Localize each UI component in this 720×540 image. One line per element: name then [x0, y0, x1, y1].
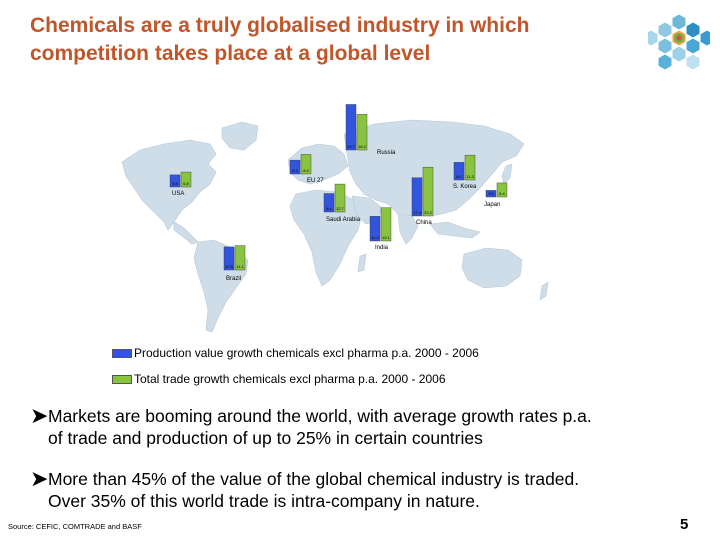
country-label-russia: Russia: [377, 150, 396, 156]
bullet-2-line-2: Over 35% of this world trade is intra-co…: [48, 491, 480, 511]
africa-shape: [289, 189, 363, 287]
bar-china-trade: [422, 166, 434, 217]
new-zealand-shape: [539, 281, 549, 301]
bar-s-korea-trade: [464, 154, 476, 181]
bullet-point-2: ➤ More than 45% of the value of the glob…: [30, 468, 690, 512]
data-label-china-trade: 22.2: [424, 210, 433, 215]
country-label-eu27: EU 27: [307, 178, 324, 184]
bar-india-production: [369, 216, 381, 242]
data-label-india-production: 11.2: [371, 235, 379, 240]
legend-swatch-production: [112, 348, 132, 358]
bar-russia-trade: [356, 114, 368, 151]
data-label-eu-27-production: 6.3: [292, 168, 298, 173]
data-label-s-korea-trade: 11.3: [466, 174, 474, 179]
country-labels: USA EU 27 Russia S. Korea Japan Saudi Ar…: [172, 150, 500, 282]
world-map-landmass: [121, 119, 549, 333]
bar-india-trade: [380, 207, 392, 242]
data-label-china-production: 17.4: [413, 210, 422, 215]
data-label-usa-production: 5.5: [172, 181, 178, 186]
bar-usa-production: [169, 174, 181, 188]
data-label-brazil-production: 10.5: [225, 264, 234, 269]
bar-eu-27-production: [289, 159, 301, 175]
country-label-china: China: [416, 220, 432, 226]
data-label-india-trade: 15.1: [382, 235, 391, 240]
bar-saudi-arabia-production: [323, 193, 335, 213]
bullet-1-line-1: Markets are booming around the world, wi…: [48, 406, 592, 426]
world-map-chart: 5.5 6.8 6.3 8.9 20.7 16.2 8.0 11.3 3.0 6.4 8.4 12.7…: [121, 104, 549, 333]
bar-saudi-arabia-trade: [334, 183, 346, 213]
slide-title-line-2: competition takes place at a global leve…: [30, 42, 431, 65]
slide-title: Chemicals are a truly globalised industr…: [30, 12, 630, 68]
slide-title-line-1: Chemicals are a truly globalised industr…: [30, 14, 530, 37]
arrow-bullet-icon: ➤: [30, 466, 49, 491]
source-footnote: Source: CEFIC, COMTRADE and BASF: [8, 522, 142, 531]
greenland-shape: [221, 121, 259, 151]
india-shape: [397, 213, 419, 245]
hexagon-logo-icon: [648, 13, 710, 71]
data-label-russia-production: 20.7: [347, 144, 356, 149]
legend-item-production: Production value growth chemicals excl p…: [112, 346, 479, 360]
legend-label-production: Production value growth chemicals excl p…: [134, 346, 479, 360]
country-label-japan: Japan: [484, 202, 500, 208]
madagascar-shape: [357, 253, 367, 273]
bar-usa-trade: [180, 171, 192, 188]
data-label-japan-trade: 6.4: [499, 191, 505, 196]
asia-shape: [343, 119, 525, 221]
indonesia-shape: [429, 221, 481, 239]
chart-bars: 5.5 6.8 6.3 8.9 20.7 16.2 8.0 11.3 3.0 6.4 8.4 12.7…: [169, 104, 508, 271]
legend-swatch-trade: [112, 374, 132, 384]
bar-japan-trade: [496, 182, 508, 198]
data-label-japan-production: 3.0: [488, 191, 494, 196]
country-label-usa: USA: [172, 191, 184, 197]
data-label-saudi-arabia-trade: 12.7: [336, 206, 345, 211]
country-label-brazil: Brazil: [226, 276, 241, 282]
central-america-shape: [173, 221, 199, 245]
data-label-usa-trade: 6.8: [183, 181, 189, 186]
north-america-shape: [121, 139, 217, 231]
legend-item-trade: Total trade growth chemicals excl pharma…: [112, 372, 446, 386]
bar-china-production: [411, 177, 423, 217]
bullet-2-line-1: More than 45% of the value of the global…: [48, 469, 580, 489]
arrow-bullet-icon: ➤: [30, 403, 49, 428]
data-label-s-korea-production: 8.0: [456, 174, 462, 179]
country-label-saudi: Saudi Arabia: [326, 217, 361, 223]
bar-russia-production: [345, 104, 357, 151]
bar-eu-27-trade: [300, 154, 312, 175]
data-label-russia-trade: 16.2: [358, 144, 367, 149]
data-label-brazil-trade: 11.1: [236, 264, 244, 269]
bullet-1-line-2: of trade and production of up to 25% in …: [48, 428, 483, 448]
legend-label-trade: Total trade growth chemicals excl pharma…: [134, 372, 446, 386]
country-label-india: India: [375, 245, 389, 251]
bullet-point-1: ➤ Markets are booming around the world, …: [30, 405, 690, 449]
page-number: 5: [680, 516, 689, 533]
country-label-skorea: S. Korea: [453, 184, 477, 190]
bar-s-korea-production: [453, 162, 465, 181]
australia-shape: [461, 247, 523, 289]
japan-shape: [501, 163, 513, 185]
data-label-eu-27-trade: 8.9: [303, 168, 309, 173]
data-label-saudi-arabia-production: 8.4: [326, 206, 332, 211]
bar-japan-production: [485, 190, 497, 198]
bar-brazil-trade: [234, 245, 246, 271]
bar-brazil-production: [223, 246, 235, 271]
